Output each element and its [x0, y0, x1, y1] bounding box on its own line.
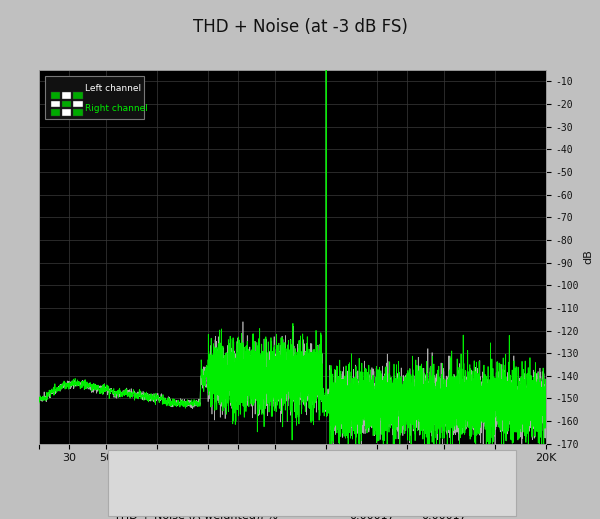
Bar [62, 101, 71, 107]
Text: THD + Noise (at -3 dB FS): THD + Noise (at -3 dB FS) [193, 18, 407, 36]
Text: Right channel: Right channel [85, 104, 148, 113]
Bar [51, 92, 60, 99]
Bar [51, 101, 60, 107]
Text: Left: Left [361, 459, 383, 469]
Bar [73, 109, 83, 116]
Text: 0.00017: 0.00017 [349, 511, 395, 519]
Text: THD, %: THD, % [114, 476, 155, 486]
Text: Right: Right [429, 459, 459, 469]
Bar [62, 92, 71, 99]
Text: THD + Noise, %: THD + Noise, % [114, 494, 203, 503]
Text: Left channel: Left channel [85, 84, 141, 93]
Text: 0.00018: 0.00018 [421, 494, 467, 503]
Text: 0.00008: 0.00008 [421, 476, 467, 486]
Bar [45, 76, 144, 119]
Bar [73, 92, 83, 99]
Bar [73, 101, 83, 107]
Text: 0.00018: 0.00018 [349, 494, 395, 503]
Bar [51, 109, 60, 116]
Bar [62, 109, 71, 116]
Text: 0.00017: 0.00017 [421, 511, 467, 519]
Text: 0.00008: 0.00008 [349, 476, 395, 486]
Y-axis label: dB: dB [583, 250, 593, 264]
Text: THD + Noise (A-weighted), %: THD + Noise (A-weighted), % [114, 511, 278, 519]
